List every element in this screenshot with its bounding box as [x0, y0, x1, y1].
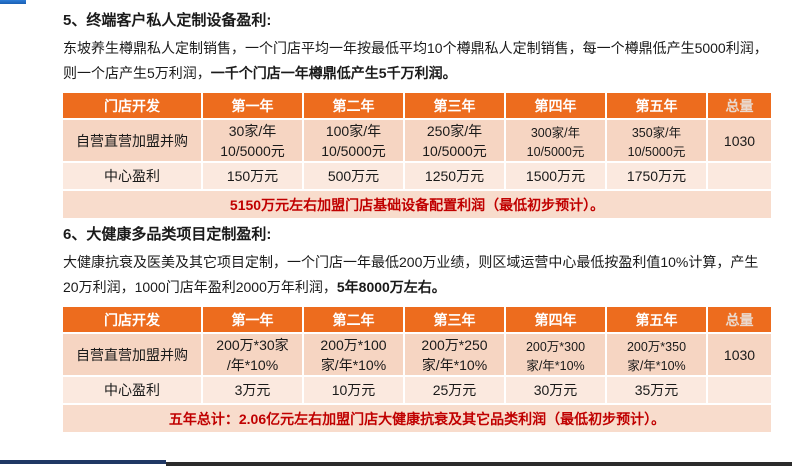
- bottom-accent-bar-dark: [166, 462, 792, 466]
- table2-footer-note: 五年总计：2.06亿元左右加盟门店大健康抗衰及其它品类利润（最低初步预计）。: [63, 405, 771, 432]
- table2-header-cell: 第二年: [304, 307, 403, 332]
- table1-row2-cell: 1750万元: [607, 163, 706, 189]
- table2-header-cell: 第一年: [203, 307, 302, 332]
- bottom-accent-bar-navy: [0, 460, 166, 464]
- table2-row2-label: 中心盈利: [63, 377, 201, 403]
- table2-row1-cell: 200万*250 家/年*10%: [405, 334, 504, 375]
- table1-row2-total-cell: [708, 163, 771, 189]
- table2-row1-cell: 200万*100 家/年*10%: [304, 334, 403, 375]
- table1-header-cell: 第三年: [405, 93, 504, 118]
- table2-row2-cell: 35万元: [607, 377, 706, 403]
- table1-row1-label: 自营直营加盟并购: [63, 120, 201, 161]
- table2: 门店开发 第一年 第二年 第三年 第四年 第五年 总量 自营直营加盟并购 200…: [63, 307, 771, 403]
- section6-paragraph: 大健康抗衰及医美及其它项目定制，一个门店一年最低200万业绩，则区域运营中心最低…: [63, 250, 771, 300]
- table2-header-cell: 第四年: [506, 307, 605, 332]
- table2-row1-cell: 200万*30家 /年*10%: [203, 334, 302, 375]
- table1-row2-cell: 1500万元: [506, 163, 605, 189]
- table1-header-cell: 第二年: [304, 93, 403, 118]
- table2-row1-cell: 200万*300 家/年*10%: [506, 334, 605, 375]
- table2-row2-cell: 10万元: [304, 377, 403, 403]
- table1-row2-label: 中心盈利: [63, 163, 201, 189]
- section5-body-text: 东坡养生樽鼎私人定制销售，一个门店平均一年按最低平均10个樽鼎私人定制销售，每一…: [63, 40, 768, 81]
- section5-paragraph: 东坡养生樽鼎私人定制销售，一个门店平均一年按最低平均10个樽鼎私人定制销售，每一…: [63, 36, 771, 86]
- table1-row1-total-cell: 1030: [708, 120, 771, 161]
- section6-body-text: 大健康抗衰及医美及其它项目定制，一个门店一年最低200万业绩，则区域运营中心最低…: [63, 254, 759, 295]
- table1-row2-cell: 150万元: [203, 163, 302, 189]
- table1: 门店开发 第一年 第二年 第三年 第四年 第五年 总量 自营直营加盟并购 30家…: [63, 93, 771, 189]
- section6-heading: 6、大健康多品类项目定制盈利:: [63, 226, 272, 243]
- table2-header-cell: 第三年: [405, 307, 504, 332]
- table2-header-cell: 第五年: [607, 307, 706, 332]
- table1-footer-note: 5150万元左右加盟门店基础设备配置利润（最低初步预计）。: [63, 191, 771, 218]
- table1-row1-cell: 300家/年 10/5000元: [506, 120, 605, 161]
- table1-header-cell: 门店开发: [63, 93, 201, 118]
- table2-header-cell: 总量: [708, 307, 771, 332]
- table1-row1-cell: 100家/年 10/5000元: [304, 120, 403, 161]
- table2-row1-label: 自营直营加盟并购: [63, 334, 201, 375]
- table2-row1-total-cell: 1030: [708, 334, 771, 375]
- table1-row1-cell: 30家/年 10/5000元: [203, 120, 302, 161]
- table2-header-cell: 门店开发: [63, 307, 201, 332]
- table2-row1-cell: 200万*350 家/年*10%: [607, 334, 706, 375]
- table2-row2-cell: 3万元: [203, 377, 302, 403]
- section6-body-bold-text: 5年8000万左右。: [336, 279, 446, 295]
- table1-header-cell: 第四年: [506, 93, 605, 118]
- section5-body-bold-text: 一千个门店一年樽鼎低产生5千万利润。: [210, 65, 457, 81]
- table1-row2-cell: 500万元: [304, 163, 403, 189]
- table2-row2-cell: 30万元: [506, 377, 605, 403]
- section5-heading: 5、终端客户私人定制设备盈利:: [63, 12, 272, 29]
- table1-header-cell: 第五年: [607, 93, 706, 118]
- table1-row1-cell: 350家/年 10/5000元: [607, 120, 706, 161]
- table1-header-cell: 第一年: [203, 93, 302, 118]
- top-left-accent-bar: [0, 0, 26, 4]
- slide-content: 5、终端客户私人定制设备盈利: 东坡养生樽鼎私人定制销售，一个门店平均一年按最低…: [63, 10, 771, 438]
- table1-header-cell: 总量: [708, 93, 771, 118]
- table1-row1-cell: 250家/年 10/5000元: [405, 120, 504, 161]
- table2-row2-cell: 25万元: [405, 377, 504, 403]
- table2-row2-total-cell: [708, 377, 771, 403]
- table1-row2-cell: 1250万元: [405, 163, 504, 189]
